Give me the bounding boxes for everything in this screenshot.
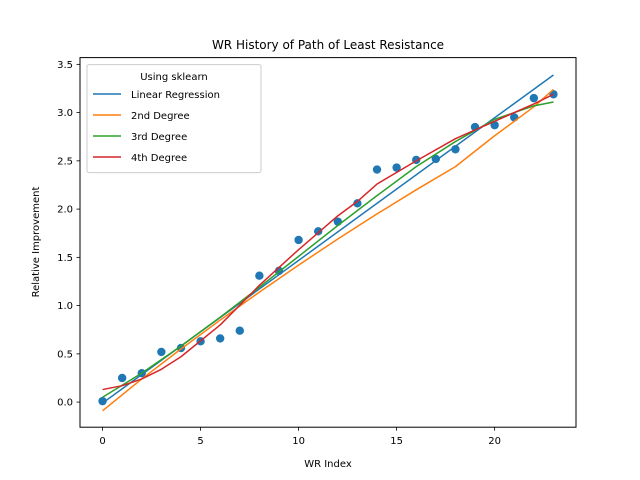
legend-label-3rd-degree: 3rd Degree (131, 132, 187, 143)
legend-label-linear-regression: Linear Regression (131, 90, 220, 101)
y-tick-label: 1.5 (57, 253, 73, 264)
data-point (215, 334, 225, 343)
y-axis-label: Relative Improvement (31, 187, 42, 298)
data-point (294, 235, 303, 245)
data-point (353, 199, 362, 208)
data-point (157, 347, 166, 357)
x-tick-label: 15 (390, 436, 403, 447)
x-tick-label: 10 (292, 436, 305, 447)
data-point (490, 120, 499, 130)
series-line-3rd-degree (102, 101, 554, 398)
y-tick-label: 3.5 (57, 60, 73, 71)
y-tick-label: 0.0 (57, 398, 73, 409)
legend-title: Using sklearn (140, 72, 208, 83)
x-axis-label: WR Index (304, 459, 352, 470)
plot-area (98, 74, 558, 412)
axes-frame (79, 57, 577, 428)
chart-title: WR History of Path of Least Resistance (212, 38, 444, 52)
y-tick-label: 1.0 (57, 301, 73, 312)
data-point (431, 154, 441, 164)
data-point (98, 396, 107, 406)
data-point (372, 165, 382, 174)
legend-box (86, 64, 262, 174)
series-line-2nd-degree (102, 88, 554, 412)
y-tick-label: 3.0 (57, 108, 73, 119)
data-point (392, 163, 401, 172)
data-point (255, 271, 264, 280)
x-tick-label: 0 (99, 436, 105, 447)
data-point (529, 93, 539, 103)
x-tick-label: 20 (488, 436, 501, 447)
y-tick-label: 2.5 (57, 156, 73, 167)
legend-label-2nd-degree: 2nd Degree (131, 111, 190, 122)
y-tick-label: 2.0 (57, 205, 73, 216)
ticks: 0 5 10 15 20 0.0 0.5 1.0 1.5 2.0 2.5 3.0 3.5 (57, 60, 501, 447)
legend-label-4th-degree: 4th Degree (131, 153, 187, 164)
data-point (313, 227, 323, 236)
y-tick-label: 0.5 (57, 349, 73, 360)
legend: Using sklearn Linear Regression 2nd Degre… (86, 64, 262, 174)
series-line-4th-degree (102, 93, 554, 391)
x-tick-label: 5 (197, 436, 203, 447)
data-point (117, 373, 127, 383)
data-point (235, 326, 244, 335)
